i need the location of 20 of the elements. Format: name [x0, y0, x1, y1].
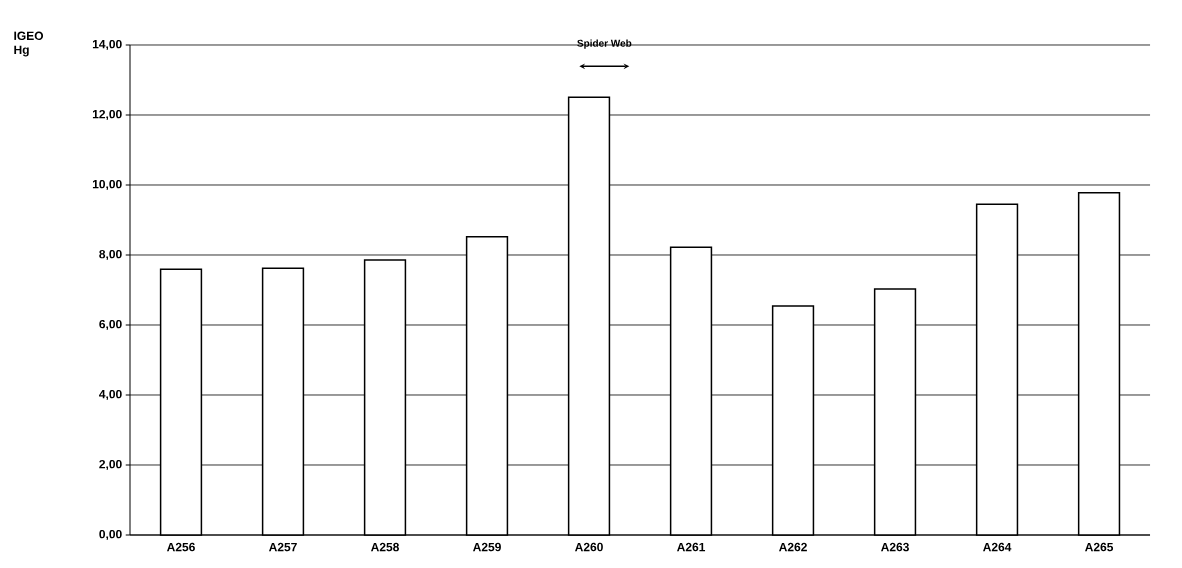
y-tick-label: 14,00 [92, 39, 122, 51]
y-tick-label: 0,00 [99, 529, 122, 541]
y-axis-title: IGEO Hg [14, 31, 44, 57]
x-tick-label: A256 [166, 542, 195, 552]
y-tick-label: 12,00 [92, 109, 122, 121]
y-tick-label: 2,00 [99, 459, 122, 471]
x-tick-label: A257 [268, 542, 297, 552]
x-tick-label: A258 [370, 542, 399, 552]
y-tick-label: 4,00 [99, 389, 122, 401]
annotation: Spider Web [577, 39, 632, 49]
x-tick-label: A260 [574, 542, 603, 552]
x-tick-label: A263 [881, 542, 909, 552]
x-tick-label: A264 [983, 542, 1012, 552]
x-tick-label: A265 [1085, 542, 1114, 552]
y-tick-label: 10,00 [92, 179, 122, 191]
x-tick-label: A259 [472, 542, 501, 552]
x-tick-label: A261 [676, 542, 706, 552]
y-tick-label: 6,00 [99, 319, 122, 331]
x-tick-label: A262 [779, 542, 807, 552]
y-tick-label: 8,00 [99, 249, 122, 261]
